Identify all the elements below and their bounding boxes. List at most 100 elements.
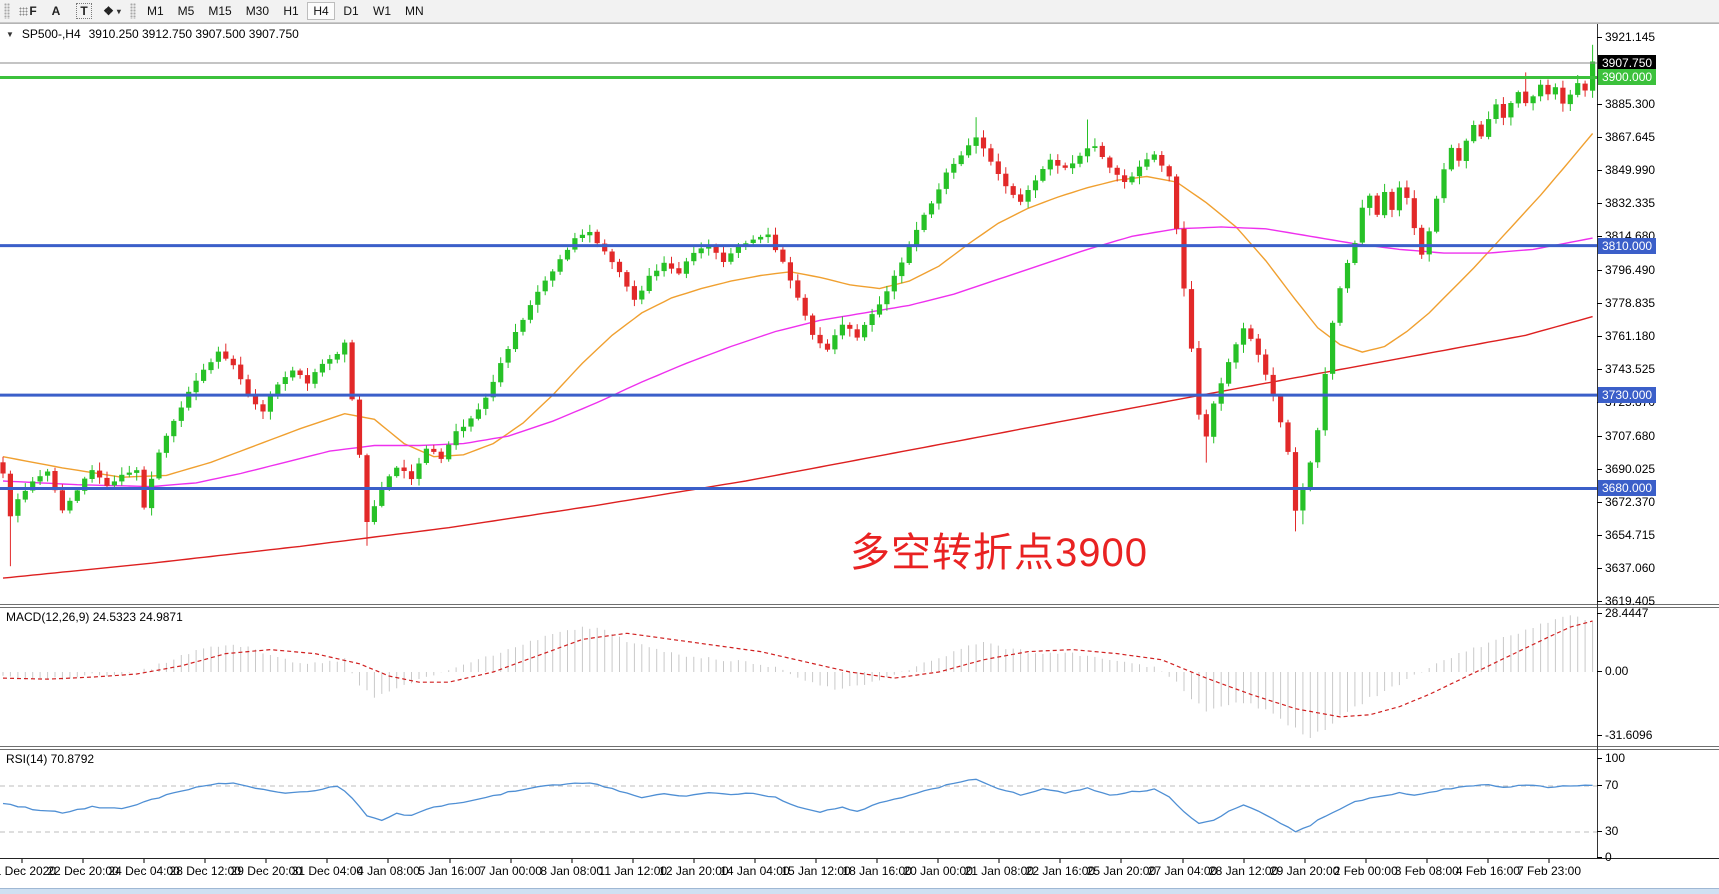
text-box-tool-button[interactable]: T	[72, 1, 96, 21]
time-tick-label: 29 Jan 20:00	[1269, 864, 1340, 878]
time-tick	[1120, 859, 1122, 863]
price-tick-label: 3761.180	[1596, 329, 1656, 343]
price-tick-label: 3849.990	[1596, 163, 1656, 177]
rsi-tick-label: 0	[1597, 850, 1612, 864]
time-tick-label: 18 Jan 16:00	[842, 864, 912, 878]
chart-annotation-text[interactable]: 多空转折点3900	[850, 531, 1148, 575]
timeframe-button-h1[interactable]: H1	[277, 2, 305, 20]
time-tick-label: 5 Jan 16:00	[418, 864, 481, 878]
time-tick-label: 31 Dec 04:00	[291, 864, 364, 878]
time-tick	[449, 859, 451, 863]
time-tick	[571, 859, 573, 863]
time-tick-label: 20 Jan 00:00	[903, 864, 973, 878]
grid-icon	[19, 6, 29, 16]
main-chart-pane[interactable]	[0, 24, 1719, 604]
bottom-scroll-strip[interactable]	[0, 888, 1719, 894]
time-tick-label: 4 Feb 16:00	[1455, 864, 1520, 878]
time-tick-label: 27 Jan 04:00	[1147, 864, 1218, 878]
timeframe-button-m30[interactable]: M30	[240, 2, 275, 20]
macd-indicator-label: MACD(12,26,9) 24.5323 24.9871	[6, 610, 183, 624]
timeframe-button-m15[interactable]: M15	[202, 2, 237, 20]
text-label-tool-button[interactable]: A	[44, 1, 68, 21]
price-tick-label: 3707.680	[1596, 429, 1656, 443]
price-tick-label: 3832.335	[1596, 196, 1656, 210]
price-tick-label: 3885.300	[1596, 97, 1656, 111]
time-tick-label: 21 Jan 08:00	[964, 864, 1034, 878]
time-tick-label: 14 Jan 04:00	[720, 864, 790, 878]
effects-tool-label: F	[29, 4, 37, 18]
time-tick-label: 4 Jan 08:00	[357, 864, 420, 878]
letter-t-icon: T	[76, 3, 92, 19]
time-tick-label: 8 Jan 08:00	[540, 864, 604, 878]
dropdown-caret-icon: ▾	[116, 6, 121, 16]
timeframe-button-m5[interactable]: M5	[172, 2, 201, 20]
time-tick-label: 7 Feb 23:00	[1516, 864, 1582, 878]
price-level-badge: 3810.000	[1598, 238, 1657, 254]
ohlc-values: 3910.250 3912.750 3907.500 3907.750	[88, 27, 299, 41]
time-tick	[204, 859, 206, 863]
timeframe-button-m1[interactable]: M1	[141, 2, 170, 20]
time-tick	[510, 859, 512, 863]
price-level-badge: 3900.000	[1598, 69, 1657, 85]
pointer-mode-button[interactable]: ❖ ▾	[100, 1, 124, 21]
time-tick	[387, 859, 389, 863]
effects-tool-button[interactable]: F	[16, 1, 40, 21]
rsi-tick-label: 30	[1596, 824, 1619, 838]
macd-tick-label: 28.4447	[1596, 606, 1649, 620]
rsi-tick-label: 100	[1596, 751, 1626, 765]
time-tick	[815, 859, 817, 863]
time-tick	[82, 859, 84, 863]
time-tick-label: 12 Jan 20:00	[659, 864, 729, 878]
time-tick-label: 2 Feb 00:00	[1333, 864, 1398, 878]
time-tick	[1182, 859, 1184, 863]
toolbar: F A T ❖ ▾ M1 M5 M15 M30 H1 H4 D1 W1 MN	[0, 0, 1719, 23]
time-tick	[1243, 859, 1245, 863]
time-tick	[326, 859, 328, 863]
time-tick	[632, 859, 634, 863]
time-axis-border	[0, 858, 1719, 859]
time-tick	[754, 859, 756, 863]
price-tick-label: 3778.835	[1596, 296, 1656, 310]
time-tick-label: 24 Dec 04:00	[108, 864, 180, 878]
time-tick-label: 25 Jan 20:00	[1086, 864, 1157, 878]
time-tick	[937, 859, 939, 863]
time-tick-label: 29 Dec 20:00	[230, 864, 303, 878]
time-tick-label: 28 Dec 12:00	[169, 864, 241, 878]
time-tick	[1304, 859, 1306, 863]
timeframe-button-mn[interactable]: MN	[399, 2, 430, 20]
chart-top-border	[0, 23, 1719, 24]
pane-separator-2[interactable]	[0, 746, 1719, 750]
time-tick	[143, 859, 145, 863]
collapse-arrow-icon[interactable]: ▼	[6, 29, 14, 39]
time-tick	[1487, 859, 1489, 863]
rsi-pane[interactable]	[0, 749, 1719, 858]
timeframe-button-h4[interactable]: H4	[307, 2, 336, 20]
price-tick-label: 3672.370	[1596, 495, 1656, 509]
rsi-indicator-label: RSI(14) 70.8792	[6, 752, 95, 766]
timeframe-button-w1[interactable]: W1	[367, 2, 397, 20]
chart-title-row: ▼ SP500-,H4 3910.250 3912.750 3907.500 3…	[6, 27, 299, 41]
time-tick	[876, 859, 878, 863]
time-tick-label: 15 Jan 12:00	[781, 864, 851, 878]
price-level-badge: 3907.750	[1598, 55, 1657, 71]
price-tick-label: 3637.060	[1596, 561, 1656, 575]
price-tick-label: 3690.025	[1596, 462, 1656, 476]
price-tick-label: 3921.145	[1596, 30, 1656, 44]
price-axis-border	[1597, 24, 1598, 858]
time-tick	[1365, 859, 1367, 863]
time-tick	[1059, 859, 1061, 863]
price-tick-label: 3743.525	[1596, 362, 1656, 376]
rsi-tick-label: 70	[1596, 778, 1619, 792]
toolbar-drag-handle[interactable]	[4, 3, 10, 19]
toolbar-drag-handle-2[interactable]	[130, 3, 136, 19]
time-tick	[1548, 859, 1550, 863]
time-tick	[265, 859, 267, 863]
price-level-badge: 3680.000	[1598, 480, 1657, 496]
macd-pane[interactable]	[0, 607, 1719, 746]
time-tick-label: 7 Jan 00:00	[479, 864, 542, 878]
time-tick	[693, 859, 695, 863]
timeframe-button-d1[interactable]: D1	[337, 2, 365, 20]
pane-separator[interactable]	[0, 604, 1719, 608]
